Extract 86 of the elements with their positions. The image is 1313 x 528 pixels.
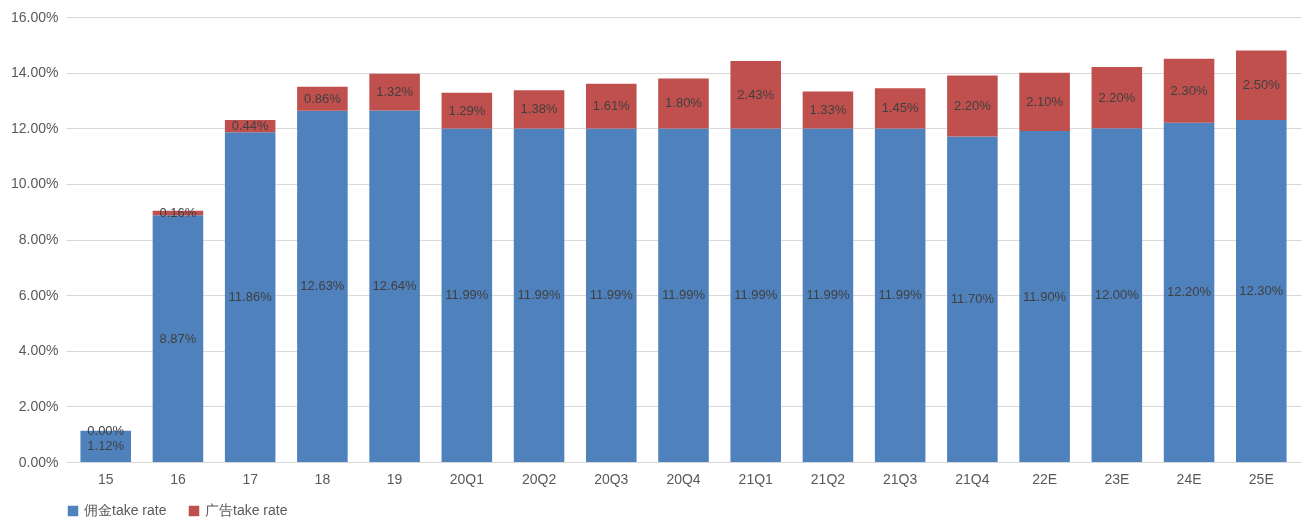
data-label: 1.33%	[809, 102, 847, 118]
y-tick-label: 12.00%	[11, 119, 59, 136]
bar	[586, 128, 637, 462]
y-tick-label: 14.00%	[11, 64, 59, 81]
data-label: 11.86%	[228, 289, 273, 305]
y-tick-label: 16.00%	[11, 8, 59, 25]
bar	[1236, 50, 1287, 120]
bar	[947, 136, 998, 462]
data-label: 0.44%	[231, 118, 270, 134]
bar	[224, 132, 276, 462]
data-label: 12.20%	[1167, 284, 1212, 300]
data-label: 11.99%	[589, 287, 634, 303]
x-tick-label: 15	[97, 470, 114, 487]
x-tick-label: 20Q2	[521, 470, 557, 487]
data-label: 1.12%	[87, 438, 125, 454]
data-label: 1.29%	[448, 102, 486, 118]
bar	[586, 83, 637, 129]
data-label: 11.70%	[950, 291, 995, 307]
x-tick-label: 21Q2	[810, 470, 846, 487]
bar	[1019, 131, 1070, 462]
data-label: 12.00%	[1094, 287, 1140, 303]
data-label: 1.45%	[881, 100, 920, 116]
x-tick-label: 20Q4	[666, 470, 701, 487]
data-label: 11.99%	[878, 287, 923, 303]
y-tick-label: 0.00%	[18, 453, 59, 470]
x-tick-label: 16	[170, 470, 186, 487]
bar	[658, 78, 709, 129]
data-label: 2.43%	[737, 86, 775, 102]
x-tick-label: 22E	[1032, 470, 1058, 487]
data-label: 11.99%	[445, 287, 489, 303]
x-tick-label: 20Q3	[594, 470, 629, 487]
x-tick-label: 20Q1	[449, 470, 485, 487]
bar	[874, 128, 926, 462]
bar	[1236, 119, 1287, 462]
x-tick-label: 23E	[1104, 470, 1130, 487]
data-label: 12.64%	[372, 278, 418, 294]
x-tick-label: 25E	[1248, 470, 1274, 487]
data-label: 1.38%	[520, 101, 558, 117]
data-label: 2.20%	[1098, 89, 1136, 105]
data-label: 1.61%	[592, 98, 631, 114]
data-label: 2.20%	[953, 98, 992, 113]
legend-label: 佣金take rate	[84, 502, 167, 518]
x-tick-label: 19	[386, 470, 403, 487]
data-label: 8.87%	[159, 330, 197, 346]
bar	[730, 60, 781, 129]
data-label: 2.50%	[1242, 77, 1281, 93]
data-label: 11.99%	[517, 287, 562, 303]
data-label: 1.32%	[376, 84, 414, 100]
bar	[441, 128, 493, 462]
bar	[730, 128, 781, 462]
x-tick-label: 17	[242, 470, 259, 487]
y-tick-label: 4.00%	[18, 342, 59, 359]
y-tick-label: 10.00%	[11, 175, 59, 192]
x-tick-label: 24E	[1176, 470, 1202, 487]
bar	[658, 128, 709, 462]
data-label: 11.99%	[734, 287, 778, 303]
data-label: 2.10%	[1026, 93, 1064, 109]
data-label: 11.99%	[661, 287, 706, 303]
bar	[1163, 58, 1215, 123]
data-label: 11.90%	[1023, 288, 1067, 304]
y-tick-label: 8.00%	[18, 231, 59, 247]
bar	[802, 128, 854, 462]
bar	[1163, 122, 1215, 462]
bar	[513, 90, 565, 129]
bar	[297, 110, 348, 462]
x-tick-label: 21Q3	[883, 470, 918, 487]
data-label: 1.80%	[665, 95, 703, 111]
bar	[513, 128, 565, 462]
data-label: 12.63%	[300, 278, 345, 294]
data-label: 2.30%	[1170, 82, 1208, 98]
data-label: 11.99%	[806, 287, 850, 303]
legend-label: 广告take rate	[205, 502, 288, 518]
y-tick-label: 6.00%	[18, 286, 59, 303]
data-label: 0.86%	[303, 90, 342, 106]
bar	[1019, 72, 1070, 132]
bar	[874, 88, 926, 129]
bar	[152, 215, 204, 462]
x-tick-label: 21Q4	[955, 470, 990, 487]
bar	[1091, 128, 1143, 462]
x-tick-label: 18	[314, 470, 331, 487]
data-label: 12.30%	[1239, 282, 1284, 298]
bar	[1091, 67, 1143, 129]
bar	[369, 110, 420, 462]
x-tick-label: 21Q1	[738, 470, 774, 487]
bar	[947, 75, 998, 137]
y-tick-label: 2.00%	[18, 397, 59, 414]
